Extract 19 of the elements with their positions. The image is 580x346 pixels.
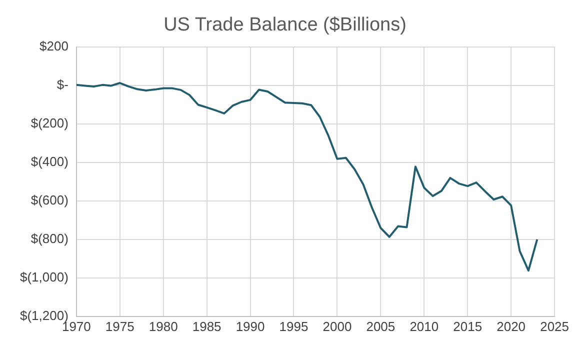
y-tick-label: $(400) <box>30 154 68 169</box>
x-tick-label: 2000 <box>322 318 352 334</box>
x-tick-label: 1975 <box>105 318 134 334</box>
x-tick-label: 1990 <box>236 318 265 334</box>
x-tick-label: 2005 <box>366 318 396 334</box>
x-tick-label: 1985 <box>192 318 222 334</box>
chart-title: US Trade Balance ($Billions) <box>164 14 406 36</box>
y-tick-label: $(1,000) <box>20 269 68 284</box>
y-tick-label: $(600) <box>30 192 68 208</box>
x-tick-label: 1980 <box>148 318 178 334</box>
x-tick-label: 2015 <box>453 318 482 334</box>
y-tick-label: $(800) <box>30 230 68 246</box>
x-tick-label: 1995 <box>279 318 308 334</box>
x-tick-label: 2020 <box>496 318 526 334</box>
x-tick-label: 2025 <box>540 318 569 334</box>
y-tick-label: $- <box>56 76 68 92</box>
x-tick-label: 2010 <box>410 318 439 334</box>
y-tick-label: $(200) <box>30 115 68 130</box>
y-tick-label: $200 <box>40 38 68 54</box>
